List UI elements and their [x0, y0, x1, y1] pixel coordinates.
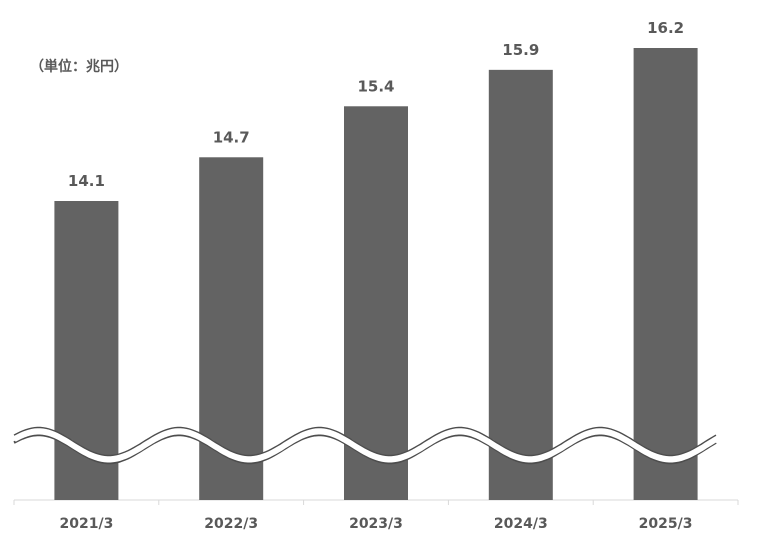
- bar-2025/3: [633, 48, 698, 500]
- axis-break-shadow: [13, 433, 717, 465]
- axis-break-line: [13, 426, 717, 457]
- value-label: 15.9: [502, 41, 539, 59]
- bar-2022/3: [199, 157, 264, 501]
- value-label: 15.4: [357, 77, 394, 95]
- value-label: 14.7: [213, 128, 250, 146]
- unit-label: （単位：兆円）: [30, 59, 128, 75]
- x-tick-label: 2023/3: [349, 516, 403, 532]
- x-tick-label: 2022/3: [204, 516, 258, 532]
- bar-2023/3: [344, 106, 408, 501]
- bar-2024/3: [488, 69, 553, 500]
- x-tick-label: 2021/3: [59, 516, 113, 532]
- value-label: 16.2: [647, 19, 684, 37]
- value-label: 14.1: [68, 172, 105, 190]
- axis-break-band: [12, 427, 718, 463]
- x-tick-label: 2025/3: [639, 516, 693, 532]
- x-tick-label: 2024/3: [494, 516, 548, 532]
